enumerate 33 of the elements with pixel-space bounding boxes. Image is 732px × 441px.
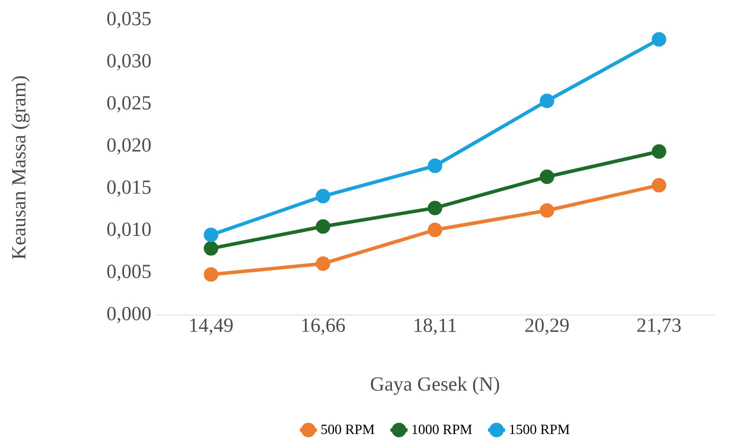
point <box>428 158 442 174</box>
point <box>316 219 330 234</box>
y-tick-label: 0,020 <box>107 138 151 155</box>
point <box>652 144 666 159</box>
point <box>204 228 218 242</box>
legend-label: 1000 RPM <box>412 424 472 434</box>
point <box>540 94 554 108</box>
point <box>316 256 330 271</box>
point <box>540 203 554 218</box>
point <box>316 188 330 204</box>
y-tick-label: 0,025 <box>107 96 151 112</box>
x-tick-label: 21,73 <box>637 318 681 335</box>
point <box>540 170 554 184</box>
x-axis-title: Gaya Gesek (N) <box>370 376 500 395</box>
point <box>204 267 218 282</box>
x-tick-label: 16,66 <box>302 318 345 335</box>
point <box>652 32 666 47</box>
y-tick-label: 0,010 <box>107 222 151 239</box>
y-tick-label: 0,035 <box>107 12 151 28</box>
point <box>652 178 666 192</box>
x-tick-label: 18,11 <box>414 318 456 335</box>
point <box>428 200 442 216</box>
x-tick-label: 20,29 <box>525 318 569 335</box>
y-tick-label: 0,005 <box>107 264 151 282</box>
y-tick-label: 0,030 <box>107 54 151 70</box>
point <box>428 222 442 238</box>
legend-label: 1500 RPM <box>510 424 570 434</box>
y-tick-label: 0,015 <box>107 180 151 197</box>
y-tick-label: 0,000 <box>107 306 151 324</box>
point <box>204 241 218 256</box>
x-tick-label: 14,49 <box>190 318 233 335</box>
legend-label: 500 RPM <box>321 424 374 434</box>
y-axis-title: Keausan Massa (gram) <box>12 76 30 260</box>
